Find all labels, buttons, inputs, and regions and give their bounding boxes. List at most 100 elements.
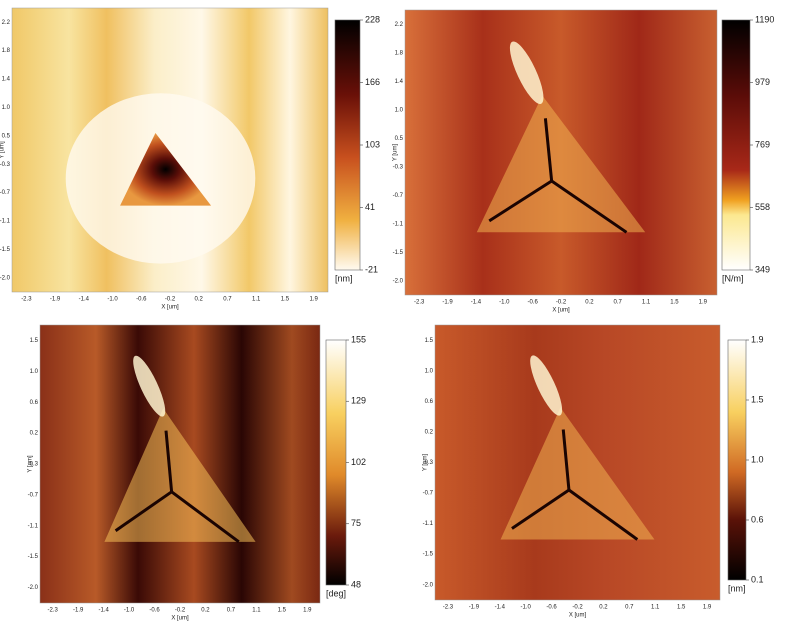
y-tick-label: -2.0 bbox=[28, 585, 39, 591]
x-tick-label: 0.7 bbox=[227, 608, 236, 614]
x-tick-label: -1.9 bbox=[469, 605, 480, 611]
x-tick-label: -1.0 bbox=[107, 297, 118, 303]
colorbar-tick-label: 228 bbox=[365, 14, 380, 24]
x-tick-label: 1.9 bbox=[703, 605, 712, 611]
y-tick-label: 1.4 bbox=[395, 79, 404, 85]
y-tick-label: -2.0 bbox=[393, 278, 404, 284]
x-tick-label: 1.1 bbox=[651, 605, 660, 611]
colorbar bbox=[727, 339, 747, 581]
colorbar-tick-label: 769 bbox=[755, 139, 770, 149]
image-frame bbox=[39, 324, 321, 604]
y-tick-label: -0.3 bbox=[393, 164, 404, 170]
image-frame bbox=[434, 324, 721, 601]
y-tick-label: -1.1 bbox=[423, 521, 434, 527]
image-frame bbox=[404, 9, 718, 296]
y-tick-label: 2.2 bbox=[395, 22, 404, 28]
x-tick-label: 1.1 bbox=[642, 300, 651, 306]
y-tick-label: 1.5 bbox=[425, 338, 434, 344]
colorbar-tick-label: 103 bbox=[365, 139, 380, 149]
y-tick-label: 0.5 bbox=[2, 133, 11, 139]
x-tick-label: 0.2 bbox=[201, 608, 210, 614]
y-axis-label: Y [um] bbox=[423, 454, 429, 472]
y-tick-label: 0.2 bbox=[30, 431, 39, 437]
colorbar-unit: [N/m] bbox=[722, 273, 744, 283]
x-tick-label: 1.9 bbox=[699, 300, 708, 306]
y-tick-label: 0.6 bbox=[30, 400, 39, 406]
y-tick-label: 1.8 bbox=[2, 48, 11, 54]
indent bbox=[120, 132, 212, 206]
y-tick-label: -1.5 bbox=[0, 247, 11, 253]
y-tick-label: 1.0 bbox=[425, 368, 434, 374]
colorbar-tick-label: 129 bbox=[351, 396, 366, 406]
crack bbox=[511, 488, 570, 530]
y-tick-label: 1.0 bbox=[30, 369, 39, 375]
y-tick-label: -1.5 bbox=[393, 250, 404, 256]
x-tick-label: -0.6 bbox=[546, 605, 557, 611]
panel: 2.2 1.8 1.4 1.0 0.5 -0.3 -0.7 -1.1 -1.5 -2.0 Y [um… bbox=[393, 9, 774, 314]
panel: 1.5 1.0 0.6 0.2 -0.3 -0.7 -1.1 -1.5 -2.0 Y [um] -2… bbox=[423, 324, 764, 619]
x-tick-label: 1.9 bbox=[309, 297, 318, 303]
x-tick-label: -0.2 bbox=[165, 297, 176, 303]
colorbar-unit: [deg] bbox=[326, 588, 346, 598]
colorbar bbox=[334, 19, 361, 271]
x-tick-label: 1.1 bbox=[252, 297, 261, 303]
x-tick-label: -1.0 bbox=[124, 608, 135, 614]
y-tick-label: -0.7 bbox=[0, 190, 11, 196]
crack bbox=[568, 488, 639, 541]
x-tick-label: -2.3 bbox=[443, 605, 454, 611]
x-tick-label: 0.7 bbox=[614, 300, 623, 306]
y-tick-label: 1.0 bbox=[395, 107, 404, 113]
x-tick-label: -0.6 bbox=[136, 297, 147, 303]
crack bbox=[550, 179, 628, 234]
x-axis-label: X [um] bbox=[161, 305, 179, 311]
colorbar-tick-label: 41 bbox=[365, 202, 375, 212]
x-tick-label: -1.9 bbox=[442, 300, 453, 306]
y-tick-label: -2.0 bbox=[423, 582, 434, 588]
x-axis-label: X [um] bbox=[552, 308, 570, 314]
x-tick-label: -1.4 bbox=[471, 300, 482, 306]
colorbar bbox=[721, 19, 751, 271]
y-tick-label: 1.8 bbox=[395, 50, 404, 56]
y-tick-label: 1.0 bbox=[2, 105, 11, 111]
colorbar-tick-label: 0.1 bbox=[751, 574, 764, 584]
y-axis-label: Y [um] bbox=[393, 144, 399, 162]
pile-up bbox=[530, 355, 563, 416]
panel: 1.5 1.0 0.6 0.2 -0.3 -0.7 -1.1 -1.5 -2.0 Y [um] -2… bbox=[28, 324, 366, 622]
x-tick-label: 0.2 bbox=[195, 297, 204, 303]
crack bbox=[488, 179, 553, 223]
y-tick-label: -0.7 bbox=[28, 492, 39, 498]
colorbar-tick-label: 48 bbox=[351, 579, 361, 589]
colorbar-tick-label: 75 bbox=[351, 518, 361, 528]
x-tick-label: -0.2 bbox=[556, 300, 567, 306]
crack bbox=[561, 429, 571, 491]
crack bbox=[164, 430, 174, 492]
y-tick-label: -1.1 bbox=[0, 219, 11, 225]
x-tick-label: 1.5 bbox=[278, 608, 287, 614]
y-tick-label: -1.5 bbox=[423, 552, 434, 558]
colorbar-tick-label: 979 bbox=[755, 77, 770, 87]
x-tick-label: 0.7 bbox=[223, 297, 232, 303]
pile-up bbox=[509, 41, 544, 104]
indent-halo bbox=[476, 95, 646, 233]
x-tick-label: 1.5 bbox=[677, 605, 686, 611]
colorbar-tick-label: 1.0 bbox=[751, 454, 764, 464]
x-tick-label: -2.3 bbox=[414, 300, 425, 306]
x-tick-label: -1.4 bbox=[98, 608, 109, 614]
y-tick-label: -0.3 bbox=[423, 460, 434, 466]
image-frame bbox=[11, 7, 329, 293]
x-tick-label: -2.3 bbox=[21, 297, 32, 303]
y-tick-label: 0.2 bbox=[425, 430, 434, 436]
crack bbox=[170, 490, 240, 544]
y-tick-label: -0.7 bbox=[423, 491, 434, 497]
x-tick-label: 1.5 bbox=[281, 297, 290, 303]
pile-up bbox=[133, 355, 166, 417]
colorbar-unit: [nm] bbox=[335, 273, 353, 283]
y-tick-label: 1.4 bbox=[2, 77, 11, 83]
y-tick-label: -0.3 bbox=[28, 462, 39, 468]
x-tick-label: -1.9 bbox=[73, 608, 84, 614]
x-tick-label: 0.7 bbox=[625, 605, 634, 611]
colorbar-tick-label: 349 bbox=[755, 264, 770, 274]
x-tick-label: 1.5 bbox=[670, 300, 679, 306]
x-tick-label: -1.4 bbox=[495, 605, 506, 611]
colorbar-tick-label: -21 bbox=[365, 264, 378, 274]
